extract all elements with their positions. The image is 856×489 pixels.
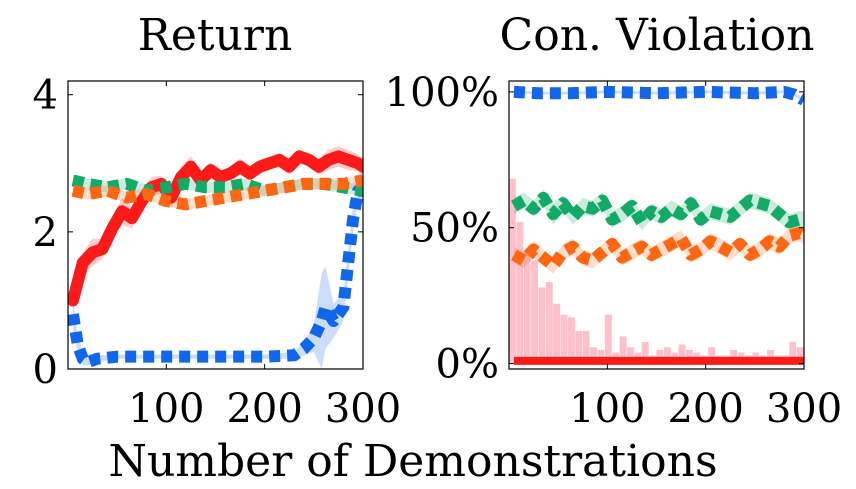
- violation-axes-frame: [508, 80, 805, 370]
- return-y-tick-label: 0: [33, 347, 58, 393]
- violation-histogram-bar: [516, 222, 524, 364]
- return-y-tick-label: 4: [33, 73, 58, 119]
- return-series-3-line: [71, 174, 363, 211]
- return-series-0-line: [68, 150, 363, 307]
- violation-ticks: 100 200 300 0% 50% 100%: [385, 70, 843, 432]
- violation-histogram-bar: [641, 341, 649, 364]
- return-y-tick-label: 2: [33, 210, 58, 256]
- return-panel: Return 100 200 300 0 2 4: [33, 10, 402, 432]
- violation-histogram-bar: [708, 347, 715, 364]
- violation-panel: Con. Violation 100 200 300 0% 50% 100%: [385, 10, 843, 432]
- violation-histogram-bar: [538, 287, 546, 364]
- violation-histogram-bar: [604, 314, 612, 364]
- violation-histogram-bar: [686, 349, 693, 364]
- violation-histogram-bar: [590, 347, 597, 364]
- return-series-1-line: [68, 184, 363, 369]
- violation-histogram-bar: [597, 349, 605, 364]
- violation-x-tick-label: 100: [569, 386, 645, 432]
- violation-y-tick-label: 50%: [410, 206, 499, 252]
- violation-histogram-bar: [656, 349, 664, 364]
- return-chart-title: Return: [138, 10, 293, 61]
- violation-series-group: [509, 85, 804, 365]
- violation-histogram-bar: [678, 344, 686, 364]
- violation-histogram-bar: [627, 347, 634, 364]
- violation-x-tick-label: 300: [766, 386, 842, 432]
- violation-x-tick-label: 200: [667, 386, 743, 432]
- violation-histogram-bar: [531, 260, 538, 364]
- return-series-1-band: [72, 180, 363, 369]
- violation-histogram-bar: [545, 282, 553, 364]
- return-axes-frame: [67, 80, 364, 370]
- violation-histogram-bar: [523, 249, 531, 364]
- violation-histogram-bar: [663, 347, 671, 364]
- return-series-group: [68, 146, 363, 369]
- violation-plot-area: [509, 85, 804, 365]
- return-x-tick-label: 100: [128, 386, 204, 432]
- violation-histogram-bar: [619, 336, 627, 364]
- violation-histogram-bar: [575, 330, 583, 364]
- return-x-tick-label: 200: [226, 386, 302, 432]
- violation-chart-title: Con. Violation: [500, 10, 815, 61]
- violation-histogram-bar: [509, 178, 516, 364]
- violation-histogram-bar: [789, 341, 797, 364]
- return-ticks: 100 200 300 0 2 4: [33, 73, 402, 432]
- violation-histogram-bar: [560, 314, 568, 364]
- return-x-tick-label: 300: [325, 386, 401, 432]
- violation-y-tick-label: 0%: [436, 342, 499, 388]
- violation-histogram-bar: [730, 349, 738, 364]
- violation-y-tick-label: 100%: [385, 70, 499, 116]
- violation-histogram-bar: [553, 303, 561, 364]
- return-plot-area: [68, 146, 363, 369]
- violation-series-0-line: [513, 85, 804, 106]
- violation-series-1-line: [511, 191, 804, 229]
- return-series-2-line: [71, 174, 363, 197]
- violation-histogram-bar: [568, 317, 575, 364]
- violation-histogram-bar: [582, 330, 590, 364]
- violation-histogram-bar: [767, 349, 774, 364]
- shared-x-axis-label: Number of Demonstrations: [108, 436, 717, 487]
- violation-histogram-bar: [796, 347, 804, 364]
